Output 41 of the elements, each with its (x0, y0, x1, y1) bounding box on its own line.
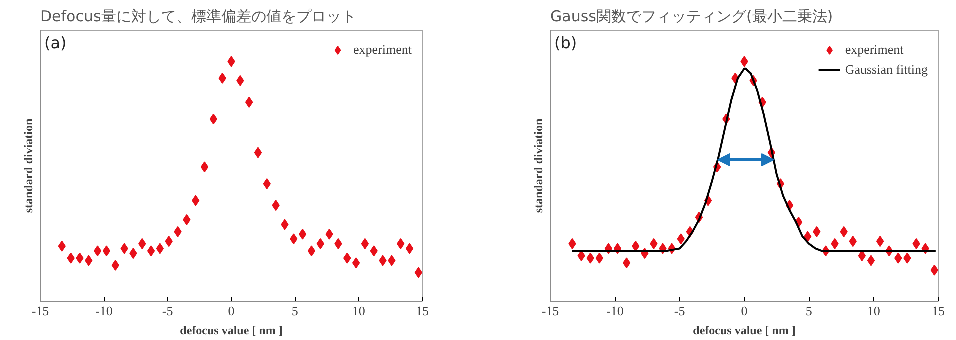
x-tick-label: 0 (741, 304, 748, 318)
chart-title: Gauss関数でフィッティング(最小二乗法) (550, 8, 834, 26)
point (147, 246, 156, 257)
x-tick-label: -5 (674, 304, 686, 318)
x-tick-label: 15 (932, 304, 945, 318)
x-axis-title: defocus value [ nm ] (693, 324, 796, 338)
point (308, 246, 316, 257)
x-tick-label: -15 (542, 304, 560, 318)
point (200, 162, 209, 173)
y-axis-title: standard diviation (532, 118, 546, 214)
point (361, 238, 370, 250)
x-tick-label: -10 (606, 304, 624, 318)
legend-label: experiment (354, 42, 412, 58)
text: (a) (44, 34, 67, 52)
x-tick-label: 5 (292, 304, 298, 318)
x-tick-label: 5 (806, 304, 812, 318)
text: (b) (554, 34, 578, 52)
x-tick-label: 10 (867, 304, 880, 318)
point (254, 147, 262, 158)
point (352, 258, 360, 269)
point (406, 243, 414, 254)
point (876, 236, 884, 248)
point (867, 255, 876, 266)
point (94, 246, 102, 257)
point (245, 96, 254, 108)
point (210, 114, 218, 125)
point (156, 243, 164, 254)
legend-label: experiment (845, 42, 904, 58)
x-tick-label: 10 (352, 304, 366, 318)
chart-title: Defocus量に対して、標準偏差の値をプロット (40, 8, 356, 26)
x-tick-label: -15 (32, 304, 50, 318)
x-tick-label: -10 (96, 304, 113, 318)
y-axis-title: standard diviation (22, 118, 36, 214)
point (622, 258, 631, 269)
legend-label: Gaussian fitting (845, 62, 928, 78)
point (298, 228, 307, 240)
x-axis-title: defocus value [ nm ] (180, 324, 283, 338)
point (102, 246, 111, 257)
x-tick-label: 15 (416, 304, 429, 318)
x-tick-label: 0 (228, 304, 235, 318)
x-tick-label: -5 (162, 304, 174, 318)
